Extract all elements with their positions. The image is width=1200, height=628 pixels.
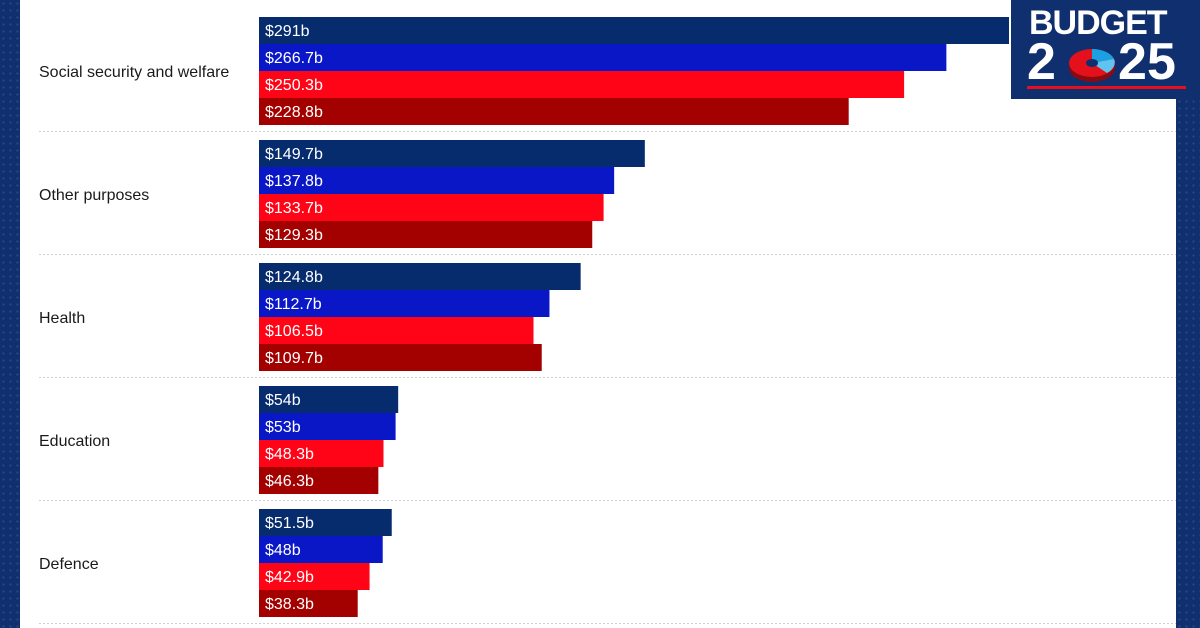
bar-value-label: $38.3b bbox=[265, 596, 314, 613]
bar bbox=[259, 71, 905, 98]
bar-value-label: $149.7b bbox=[265, 146, 323, 163]
bar-value-label: $133.7b bbox=[265, 200, 323, 217]
bar-value-label: $53b bbox=[265, 419, 301, 436]
bar bbox=[259, 17, 1009, 44]
bar-value-label: $48.3b bbox=[265, 446, 314, 463]
bar-value-label: $228.8b bbox=[265, 104, 323, 121]
chart-panel: Social security and welfare $291b $266.7b $… bbox=[20, 0, 1176, 628]
bar bbox=[259, 317, 534, 344]
pie-chart-icon bbox=[1069, 49, 1115, 82]
bar-value-label: $266.7b bbox=[265, 50, 323, 67]
logo-underline bbox=[1027, 86, 1186, 89]
bar bbox=[259, 98, 849, 125]
bar bbox=[259, 590, 358, 617]
bar-value-label: $54b bbox=[265, 392, 301, 409]
bar bbox=[259, 167, 615, 194]
bar bbox=[259, 263, 581, 290]
bar-value-label: $124.8b bbox=[265, 269, 323, 286]
bar-value-label: $129.3b bbox=[265, 227, 323, 244]
bar bbox=[259, 440, 384, 467]
bar-value-label: $51.5b bbox=[265, 515, 314, 532]
bar bbox=[259, 386, 399, 413]
bar bbox=[259, 536, 383, 563]
bar bbox=[259, 44, 947, 71]
category-label: Education bbox=[39, 433, 110, 450]
bar bbox=[259, 509, 392, 536]
bar-value-label: $250.3b bbox=[265, 77, 323, 94]
bar-value-label: $137.8b bbox=[265, 173, 323, 190]
bar-chart: Social security and welfare $291b $266.7b $… bbox=[39, 17, 1176, 624]
bar-value-label: $109.7b bbox=[265, 350, 323, 367]
bar bbox=[259, 140, 645, 167]
budget-2025-logo: BUDGET 2 2 5 bbox=[1011, 0, 1200, 99]
logo-year-digit-4: 2 bbox=[1118, 33, 1147, 91]
bar bbox=[259, 413, 396, 440]
logo-word: BUDGET bbox=[1029, 4, 1168, 42]
bar-value-label: $46.3b bbox=[265, 473, 314, 490]
category-label: Defence bbox=[39, 556, 99, 573]
category-label: Social security and welfare bbox=[39, 64, 229, 81]
bar bbox=[259, 563, 370, 590]
bar-value-label: $112.7b bbox=[265, 296, 322, 313]
logo-year-digit-1: 2 bbox=[1027, 33, 1056, 91]
category-label: Health bbox=[39, 310, 85, 327]
bar bbox=[259, 290, 550, 317]
bar-value-label: $106.5b bbox=[265, 323, 323, 340]
bar-value-label: $291b bbox=[265, 23, 310, 40]
bar bbox=[259, 344, 542, 371]
bar bbox=[259, 194, 604, 221]
bar bbox=[259, 467, 379, 494]
bar-value-label: $42.9b bbox=[265, 569, 314, 586]
bar-value-label: $48b bbox=[265, 542, 301, 559]
category-label: Other purposes bbox=[39, 187, 149, 204]
logo-year-digit-5: 5 bbox=[1147, 33, 1176, 91]
bar bbox=[259, 221, 593, 248]
